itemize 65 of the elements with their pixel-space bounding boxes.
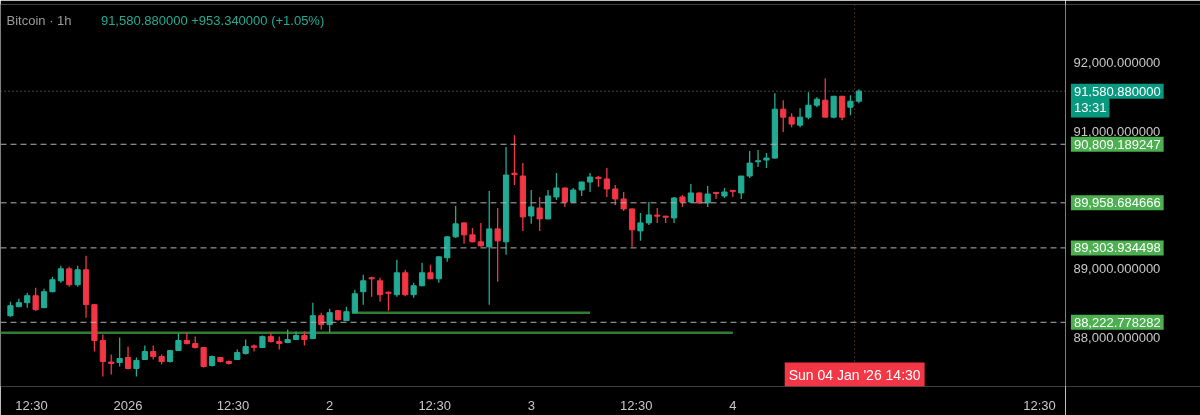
candlestick — [452, 205, 459, 239]
candlestick — [645, 201, 652, 226]
x-tick-label: 3 — [527, 397, 535, 413]
candlestick — [326, 308, 333, 334]
candlestick — [553, 172, 560, 201]
candlestick — [460, 221, 468, 245]
y-tick-label: 88,000.000000 — [1073, 330, 1161, 346]
candlestick — [796, 107, 804, 128]
candlestick — [729, 189, 736, 198]
candlestick — [528, 189, 535, 225]
x-tick-label: 2 — [326, 397, 334, 413]
candlestick — [805, 91, 812, 120]
candlestick — [704, 185, 711, 208]
candlestick — [780, 99, 787, 133]
candlestick — [754, 149, 762, 168]
candlestick — [738, 175, 745, 200]
candlestick — [536, 196, 543, 232]
x-tick-label: 12:30 — [418, 397, 451, 413]
y-tick-label: 91,000.000000 — [1073, 123, 1161, 139]
candlestick — [494, 207, 501, 283]
candlestick — [108, 353, 115, 376]
candlestick — [486, 190, 493, 306]
x-tick-label: 2026 — [113, 397, 143, 413]
candlestick — [116, 336, 123, 368]
y-tick-label: 89,000.000000 — [1073, 261, 1161, 277]
ref-line-label: 90,809.189247 — [1073, 136, 1161, 152]
candlestick — [712, 191, 720, 200]
ref-line-label: 88,222.778282 — [1073, 314, 1161, 330]
candlestick — [822, 77, 829, 118]
x-tick-label: 12:30 — [1023, 397, 1056, 413]
x-tick-label: 12:30 — [619, 397, 653, 413]
candlestick — [435, 255, 442, 284]
ref-line-label: 91,580.880000 13:31 — [1073, 83, 1161, 115]
candlestick — [847, 94, 854, 116]
candlestick — [444, 235, 451, 263]
x-tick-label: 4 — [729, 397, 737, 413]
candlestick — [586, 172, 594, 193]
candlestick — [32, 287, 39, 312]
x-tick-label: 12:30 — [15, 397, 48, 413]
candlestick — [133, 356, 140, 378]
candlestick — [393, 259, 400, 298]
ref-line-label: 89,958.684666 — [1073, 195, 1161, 211]
candlestick — [612, 184, 619, 206]
candlestick — [746, 150, 753, 179]
candlestick — [402, 269, 409, 297]
candlestick — [687, 183, 694, 204]
candlestick — [477, 222, 484, 248]
candlestick — [544, 189, 552, 220]
ref-line-label: Sun 04 Jan '26 14:30 — [788, 366, 921, 383]
candlestick — [99, 333, 106, 378]
ref-line-label: 89,303.934498 — [1073, 240, 1161, 256]
candlestick — [360, 274, 367, 306]
candlestick — [603, 167, 610, 198]
text: Bitcoin · 1h — [6, 12, 72, 28]
candlestick — [376, 277, 384, 303]
y-tick-label: 92,000.000000 — [1073, 54, 1161, 70]
candlestick — [74, 265, 81, 288]
candlestick — [838, 95, 846, 121]
candlestick — [628, 207, 636, 248]
candlestick — [637, 212, 644, 242]
x-tick-label: 12:30 — [216, 397, 250, 413]
text: 91,580.880000 +953.340000 (+1.05%) — [100, 12, 325, 28]
candlestick — [511, 134, 518, 186]
candlestick — [66, 266, 73, 288]
candlestick — [561, 186, 568, 208]
